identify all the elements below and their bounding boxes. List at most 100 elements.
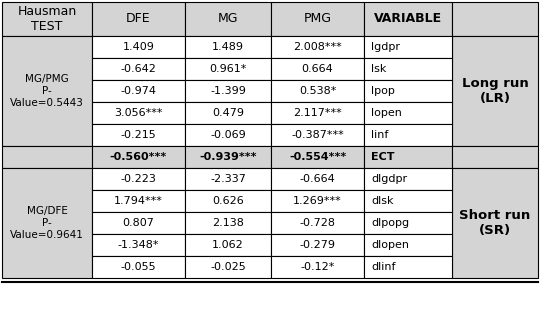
- Text: 2.117***: 2.117***: [293, 108, 342, 118]
- Text: DFE: DFE: [126, 13, 151, 25]
- Text: 1.794***: 1.794***: [114, 196, 163, 206]
- Bar: [271, 58, 364, 80]
- Text: 1.489: 1.489: [212, 42, 244, 52]
- Bar: [271, 168, 364, 190]
- Text: 0.479: 0.479: [212, 108, 244, 118]
- Bar: [92, 190, 185, 212]
- Bar: [92, 2, 185, 36]
- Text: -1.348*: -1.348*: [118, 240, 159, 250]
- Text: 1.409: 1.409: [123, 42, 155, 52]
- Bar: [364, 234, 452, 256]
- Bar: [185, 2, 271, 36]
- Text: -0.387***: -0.387***: [291, 130, 344, 140]
- Bar: [2, 146, 92, 168]
- Bar: [271, 36, 364, 58]
- Bar: [271, 80, 364, 102]
- Bar: [364, 190, 452, 212]
- Text: lopen: lopen: [371, 108, 402, 118]
- Text: MG/DFE
P-
Value=0.9641: MG/DFE P- Value=0.9641: [10, 206, 84, 240]
- Text: 0.538*: 0.538*: [299, 86, 336, 96]
- Text: 2.008***: 2.008***: [293, 42, 342, 52]
- Text: -0.025: -0.025: [210, 262, 246, 272]
- Bar: [185, 190, 271, 212]
- Bar: [364, 58, 452, 80]
- Bar: [364, 146, 452, 168]
- Text: dlgdpr: dlgdpr: [371, 174, 407, 184]
- Text: linf: linf: [371, 130, 388, 140]
- Text: -0.12*: -0.12*: [300, 262, 335, 272]
- Text: Long run
(LR): Long run (LR): [461, 77, 528, 105]
- Bar: [2, 2, 92, 36]
- Bar: [2, 36, 92, 146]
- Text: Short run
(SR): Short run (SR): [459, 209, 531, 237]
- Bar: [185, 234, 271, 256]
- Text: -0.554***: -0.554***: [289, 152, 346, 162]
- Bar: [185, 256, 271, 278]
- Bar: [92, 146, 185, 168]
- Text: MG/PMG
P-
Value=0.5443: MG/PMG P- Value=0.5443: [10, 74, 84, 108]
- Text: dlpopg: dlpopg: [371, 218, 409, 228]
- Text: PMG: PMG: [304, 13, 331, 25]
- Bar: [92, 234, 185, 256]
- Bar: [92, 212, 185, 234]
- Bar: [92, 36, 185, 58]
- Text: 0.664: 0.664: [302, 64, 333, 74]
- Text: -0.939***: -0.939***: [199, 152, 257, 162]
- Bar: [92, 256, 185, 278]
- Text: -0.215: -0.215: [121, 130, 156, 140]
- Text: -0.664: -0.664: [300, 174, 335, 184]
- Text: -0.728: -0.728: [300, 218, 335, 228]
- Bar: [92, 168, 185, 190]
- Bar: [271, 190, 364, 212]
- Text: -0.642: -0.642: [121, 64, 156, 74]
- Bar: [364, 168, 452, 190]
- Text: dlsk: dlsk: [371, 196, 393, 206]
- Bar: [2, 168, 92, 278]
- Bar: [185, 58, 271, 80]
- Text: 1.269***: 1.269***: [293, 196, 342, 206]
- Bar: [271, 146, 364, 168]
- Text: 1.062: 1.062: [212, 240, 244, 250]
- Bar: [271, 256, 364, 278]
- Text: -0.974: -0.974: [121, 86, 156, 96]
- Bar: [271, 124, 364, 146]
- Text: lsk: lsk: [371, 64, 386, 74]
- Bar: [271, 2, 364, 36]
- Bar: [185, 80, 271, 102]
- Text: -2.337: -2.337: [210, 174, 246, 184]
- Text: -1.399: -1.399: [210, 86, 246, 96]
- Text: MG: MG: [218, 13, 238, 25]
- Text: 0.807: 0.807: [123, 218, 155, 228]
- Text: lpop: lpop: [371, 86, 395, 96]
- Bar: [364, 102, 452, 124]
- Bar: [271, 102, 364, 124]
- Bar: [364, 212, 452, 234]
- Bar: [364, 36, 452, 58]
- Bar: [364, 2, 452, 36]
- Text: VARIABLE: VARIABLE: [374, 13, 442, 25]
- Bar: [92, 80, 185, 102]
- Text: ECT: ECT: [371, 152, 395, 162]
- Text: 3.056***: 3.056***: [114, 108, 163, 118]
- Bar: [452, 146, 538, 168]
- Bar: [271, 212, 364, 234]
- Text: 0.961*: 0.961*: [209, 64, 247, 74]
- Bar: [92, 124, 185, 146]
- Text: Hausman
TEST: Hausman TEST: [17, 5, 76, 33]
- Bar: [364, 80, 452, 102]
- Text: -0.560***: -0.560***: [110, 152, 167, 162]
- Bar: [452, 2, 538, 36]
- Bar: [92, 58, 185, 80]
- Text: dlinf: dlinf: [371, 262, 396, 272]
- Text: -0.055: -0.055: [121, 262, 156, 272]
- Text: dlopen: dlopen: [371, 240, 409, 250]
- Bar: [185, 102, 271, 124]
- Bar: [185, 212, 271, 234]
- Bar: [452, 168, 538, 278]
- Bar: [185, 36, 271, 58]
- Text: lgdpr: lgdpr: [371, 42, 400, 52]
- Bar: [364, 124, 452, 146]
- Bar: [271, 234, 364, 256]
- Text: 0.626: 0.626: [212, 196, 244, 206]
- Text: -0.069: -0.069: [210, 130, 246, 140]
